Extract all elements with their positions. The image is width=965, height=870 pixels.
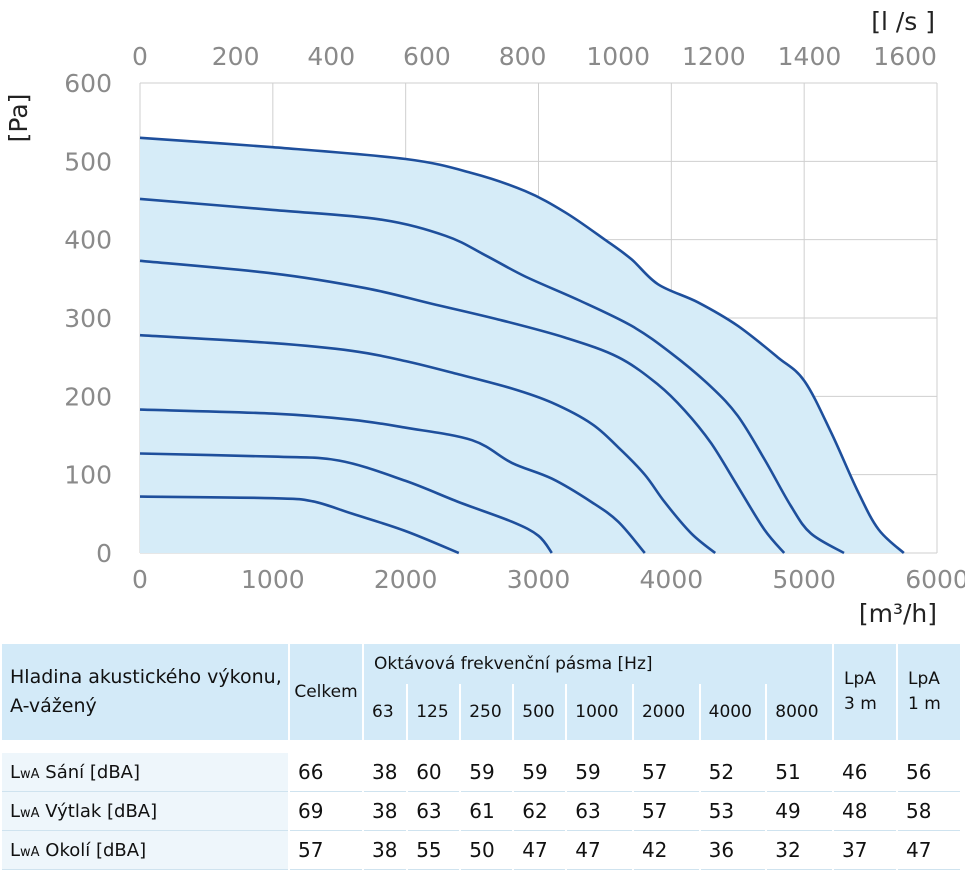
frequency-header: 2000 [633, 684, 699, 740]
table-cell: 62 [514, 792, 566, 831]
y-tick-label: 600 [64, 69, 112, 98]
row-label: LwA Výtlak [dBA] [2, 792, 288, 831]
performance-curve-3 [139, 259, 786, 554]
table-cell: 59 [567, 753, 632, 792]
table-cell: 47 [567, 831, 632, 870]
table-cell: 50 [461, 831, 513, 870]
table-cell: 57 [633, 792, 699, 831]
frequency-header: 4000 [700, 684, 766, 740]
table-header-total: Celkem [290, 644, 362, 740]
table-cell: 60 [408, 753, 460, 792]
table-cell: 38 [364, 831, 407, 870]
frequency-header: 63 [364, 684, 407, 740]
y-tick-label: 400 [64, 226, 112, 255]
x-tick-label: 3000 [507, 565, 571, 594]
y-tick-label: 300 [64, 304, 112, 333]
y-tick-label: 0 [96, 539, 112, 568]
table-header-lpa-1m: LpA 1 m [898, 644, 960, 740]
table-cell: 38 [364, 792, 407, 831]
table-cell: 32 [767, 831, 832, 870]
x-tick-label: 6000 [905, 565, 965, 594]
table-row: LwA Okolí [dBA] 57 38 55 50 47 47 42 36 32 37 47 [2, 831, 960, 870]
top-tick-label: 0 [132, 42, 148, 71]
top-axis-label: [l /s ] [871, 7, 935, 36]
table-cell: 58 [898, 792, 960, 831]
acoustic-table: Hladina akustického výkonu, A-vážený Cel… [0, 644, 962, 870]
performance-curve-5 [139, 408, 646, 554]
table-row: LwA Výtlak [dBA] 69 38 63 61 62 63 57 53 49 48 58 [2, 792, 960, 831]
y-tick-label: 200 [64, 382, 112, 411]
table-row: LwA Sání [dBA] 66 38 60 59 59 59 57 52 51 46 56 [2, 753, 960, 792]
top-tick-label: 1600 [873, 42, 937, 71]
x-tick-label: 5000 [772, 565, 836, 594]
table-cell: 56 [898, 753, 960, 792]
table-cell: 59 [461, 753, 513, 792]
y-tick-label: 500 [64, 147, 112, 176]
table-cell: 47 [898, 831, 960, 870]
table-cell: 42 [633, 831, 699, 870]
x-axis-ticks: 0 1000 2000 3000 4000 5000 6000 [132, 565, 965, 594]
table-cell: 52 [700, 753, 766, 792]
table-cell: 36 [700, 831, 766, 870]
table-cell: 49 [767, 792, 832, 831]
table-cell: 61 [461, 792, 513, 831]
table-header-lpa-3m: LpA 3 m [834, 644, 896, 740]
top-axis-ticks: 0 200 400 600 800 1000 1200 1400 1600 [132, 42, 937, 71]
top-tick-label: 800 [499, 42, 547, 71]
y-axis-ticks: 0 100 200 300 400 500 600 [64, 69, 112, 568]
x-tick-label: 1000 [241, 565, 305, 594]
y-axis-label: [Pa] [4, 94, 33, 143]
table-header-octave: Oktávová frekvenční pásma [Hz] [364, 644, 832, 684]
table-cell: 57 [290, 831, 362, 870]
top-tick-label: 1200 [682, 42, 746, 71]
top-tick-label: 400 [307, 42, 355, 71]
frequency-header: 8000 [767, 684, 832, 740]
table-cell: 38 [364, 753, 407, 792]
table-cell: 69 [290, 792, 362, 831]
performance-curve-7 [139, 495, 460, 555]
frequency-header: 500 [514, 684, 566, 740]
performance-curve-6 [139, 452, 553, 554]
table-cell: 55 [408, 831, 460, 870]
table-cell: 53 [700, 792, 766, 831]
table-cell: 63 [567, 792, 632, 831]
top-tick-label: 200 [212, 42, 260, 71]
performance-curve-2 [139, 197, 845, 555]
frequency-header: 1000 [567, 684, 632, 740]
performance-curve-4 [139, 333, 717, 555]
table-cell: 37 [834, 831, 896, 870]
x-axis-label: [m³/h] [859, 599, 937, 628]
row-label: LwA Sání [dBA] [2, 753, 288, 792]
table-cell: 59 [514, 753, 566, 792]
x-tick-label: 4000 [640, 565, 704, 594]
table-cell: 51 [767, 753, 832, 792]
curve-group [139, 136, 905, 555]
top-tick-label: 1400 [778, 42, 842, 71]
x-tick-label: 0 [132, 565, 148, 594]
table-cell: 46 [834, 753, 896, 792]
table-cell: 63 [408, 792, 460, 831]
top-tick-label: 600 [403, 42, 451, 71]
performance-curve-1 [139, 136, 905, 554]
table-cell: 47 [514, 831, 566, 870]
top-tick-label: 1000 [586, 42, 650, 71]
frequency-header: 250 [461, 684, 513, 740]
x-tick-label: 2000 [374, 565, 438, 594]
table-cell: 57 [633, 753, 699, 792]
y-tick-label: 100 [64, 461, 112, 490]
table-header-label: Hladina akustického výkonu, A-vážený [2, 644, 288, 740]
table-cell: 48 [834, 792, 896, 831]
frequency-header: 125 [408, 684, 460, 740]
operating-area [140, 137, 904, 554]
row-label: LwA Okolí [dBA] [2, 831, 288, 870]
table-cell: 66 [290, 753, 362, 792]
